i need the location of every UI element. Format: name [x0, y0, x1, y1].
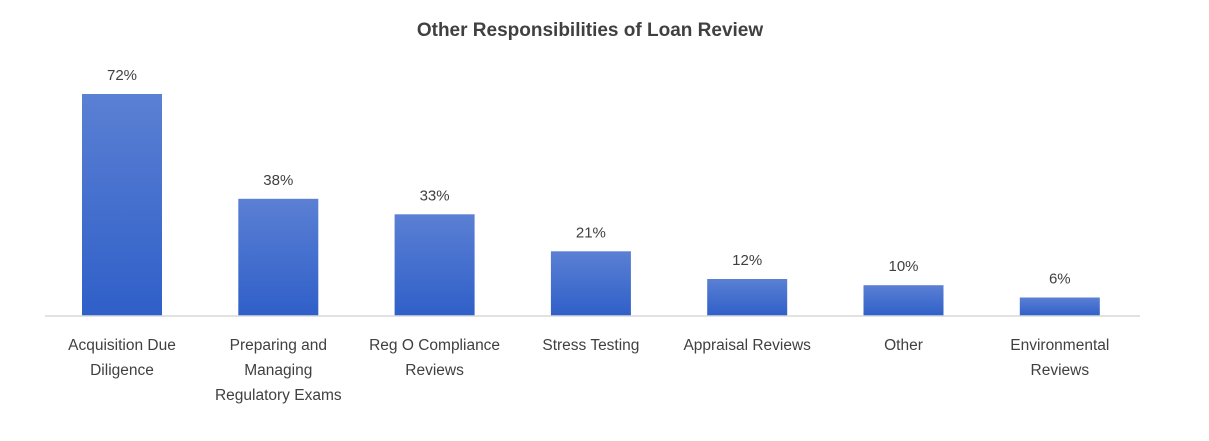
bar-3 [550, 251, 631, 317]
data-label-0: 72% [107, 67, 137, 84]
category-label-line: Stress Testing [542, 337, 639, 354]
bar-2 [394, 214, 475, 317]
data-label-2: 33% [420, 187, 450, 204]
category-label-line: Acquisition Due [68, 337, 176, 354]
category-label-2: Reg O Compliance Reviews [369, 337, 500, 379]
bar-5 [863, 285, 944, 316]
category-label-4: Appraisal Reviews [683, 337, 811, 354]
data-label-3: 21% [576, 224, 606, 241]
data-label-5: 10% [888, 258, 918, 275]
bar-1 [238, 198, 319, 316]
category-label-line: Reviews [405, 362, 464, 379]
category-label-6: Environmental Reviews [1010, 337, 1109, 379]
category-label-line: Managing [244, 362, 312, 379]
bars-group: 72% 38% 33% 21% 12% 10% 6% [82, 67, 1100, 317]
category-label-line: Reg O Compliance [369, 337, 500, 354]
category-label-line: Environmental [1010, 337, 1109, 354]
category-label-5: Other [884, 337, 923, 354]
category-label-1: Preparing and Managing Regulatory Exams [215, 337, 342, 404]
data-label-6: 6% [1049, 271, 1071, 288]
category-label-line: Appraisal Reviews [683, 337, 811, 354]
data-label-4: 12% [732, 252, 762, 269]
labels-group: Acquisition Due Diligence Preparing and Man… [68, 337, 1109, 404]
category-label-line: Other [884, 337, 923, 354]
bar-4 [707, 279, 788, 316]
bar-6 [1019, 297, 1100, 316]
bar-0 [82, 94, 162, 316]
category-label-line: Reviews [1031, 362, 1090, 379]
category-label-line: Diligence [90, 362, 154, 379]
category-label-0: Acquisition Due Diligence [68, 337, 176, 379]
data-label-1: 38% [263, 172, 293, 189]
category-label-3: Stress Testing [542, 337, 639, 354]
category-label-line: Preparing and [230, 337, 327, 354]
category-label-line: Regulatory Exams [215, 387, 342, 404]
chart-title: Other Responsibilities of Loan Review [417, 20, 764, 41]
